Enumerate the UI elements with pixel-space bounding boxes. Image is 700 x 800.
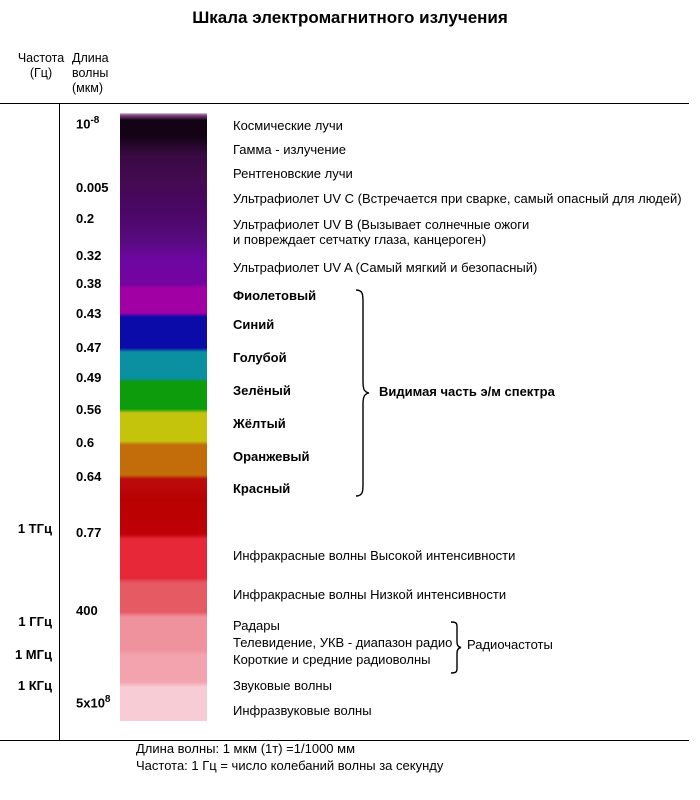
wavelength-tick: 0.32 — [76, 248, 102, 263]
band-label: Жёлтый — [233, 416, 286, 431]
wavelength-tick: 400 — [76, 603, 98, 618]
band-label: Инфразвуковые волны — [233, 703, 372, 718]
wavelength-header-line2: волны — [72, 66, 109, 80]
frequency-tick: 1 КГц — [17, 678, 52, 693]
top-axis-rule — [0, 103, 689, 104]
frequency-header-line2: (Гц) — [29, 66, 53, 80]
frequency-axis-header: Частота (Гц) — [12, 51, 70, 81]
wavelength-tick: 0.64 — [76, 469, 102, 484]
band-label: Синий — [233, 317, 275, 332]
frequency-tick: 1 МГц — [14, 647, 52, 662]
wavelength-tick: 0.2 — [76, 211, 95, 226]
frequency-footnote: Частота: 1 Гц = число колебаний волны за… — [136, 758, 444, 773]
wavelength-tick: 0.47 — [76, 340, 102, 355]
wavelength-tick: 0.38 — [76, 276, 102, 291]
band-label: Рентгеновские лучи — [233, 166, 353, 181]
radio-frequencies-brace — [449, 621, 462, 674]
wavelength-tick: 5x108 — [76, 694, 111, 711]
band-label: Ультрафиолет UV C (Встречается при сварк… — [233, 191, 682, 206]
frequency-header-line1: Частота — [17, 51, 65, 65]
spectrum-color-bar — [120, 113, 207, 721]
wavelength-tick: 0.77 — [76, 525, 102, 540]
band-label: Ультрафиолет UV B (Вызывает солнечные ож… — [233, 217, 530, 247]
band-label: Радары — [233, 618, 280, 633]
wavelength-tick-exponent: -8 — [90, 115, 100, 126]
band-label: Звуковые волны — [233, 678, 332, 693]
band-label: Голубой — [233, 350, 287, 365]
wavelength-tick: 0.005 — [76, 180, 109, 195]
wavelength-tick-exponent: 8 — [104, 694, 111, 705]
wavelength-tick: 0.56 — [76, 402, 102, 417]
wavelength-tick: 10-8 — [76, 115, 100, 132]
frequency-tick: 1 ГГц — [18, 614, 52, 629]
band-label: Зелёный — [233, 383, 291, 398]
band-label: Инфракрасные волны Высокой интенсивности — [233, 548, 516, 563]
band-label: Телевидение, УКВ - диапазон радио — [233, 635, 453, 650]
band-label: Ультрафиолет UV A (Самый мягкий и безопа… — [233, 260, 538, 275]
wavelength-axis-header: Длина волны (мкм) — [72, 51, 109, 96]
wavelength-tick: 0.49 — [76, 370, 102, 385]
wavelength-tick: 0.6 — [76, 435, 95, 450]
band-label: Оранжевый — [233, 449, 310, 464]
radio-frequencies-brace-label: Радиочастоты — [467, 637, 553, 652]
band-label: Инфракрасные волны Низкой интенсивности — [233, 587, 507, 602]
vertical-axis-rule — [59, 103, 60, 740]
band-label: Фиолетовый — [233, 288, 317, 303]
diagram-title: Шкала электромагнитного излучения — [192, 8, 508, 27]
wavelength-header-line1: Длина — [72, 51, 109, 65]
band-label: Космические лучи — [233, 118, 343, 133]
frequency-tick: 1 ТГц — [17, 521, 52, 536]
band-label: Короткие и средние радиоволны — [233, 652, 431, 667]
band-label: Гамма - излучение — [233, 142, 347, 157]
wavelength-tick: 0.43 — [76, 306, 102, 321]
wavelength-footnote: Длина волны: 1 мкм (1т) =1/1000 мм — [136, 741, 356, 756]
visible-spectrum-brace-label: Видимая часть э/м спектра — [379, 384, 555, 399]
visible-spectrum-brace — [353, 289, 370, 497]
wavelength-header-line3: (мкм) — [72, 81, 103, 95]
bottom-axis-rule — [0, 740, 689, 741]
band-label: Красный — [233, 481, 291, 496]
